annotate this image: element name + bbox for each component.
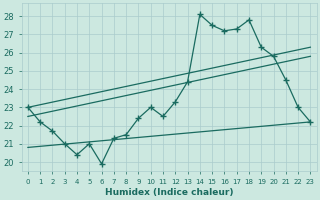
X-axis label: Humidex (Indice chaleur): Humidex (Indice chaleur)	[105, 188, 233, 197]
